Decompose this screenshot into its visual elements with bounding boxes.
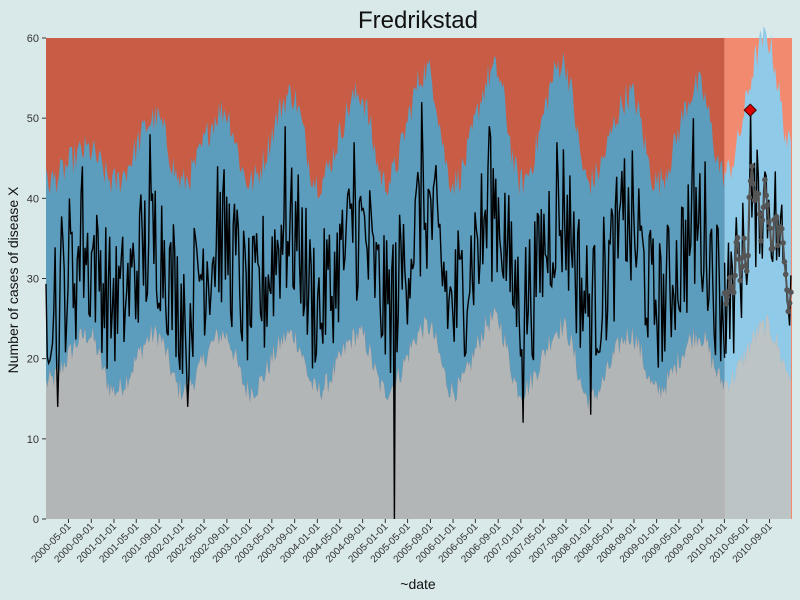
current-point <box>746 194 753 201</box>
current-point <box>723 300 729 307</box>
current-point <box>728 283 734 290</box>
current-point <box>780 240 786 246</box>
current-point <box>737 277 743 284</box>
current-point <box>724 294 730 300</box>
current-point <box>740 254 746 260</box>
current-point <box>767 225 773 232</box>
current-point <box>762 177 768 183</box>
normal-zone-base <box>46 307 725 519</box>
current-point <box>786 300 793 306</box>
current-point <box>745 252 751 259</box>
current-point <box>769 245 776 252</box>
y-axis: 0 10 20 30 40 50 60 <box>27 33 46 526</box>
y-tick-label: 10 <box>27 434 39 446</box>
x-axis-label: ~date <box>400 576 436 592</box>
current-point <box>749 163 755 170</box>
current-point <box>764 202 771 208</box>
normal-zone-current-base <box>724 314 791 519</box>
current-point <box>733 239 740 246</box>
current-point <box>763 192 769 199</box>
current-point <box>775 242 781 249</box>
current-point <box>730 289 737 296</box>
y-tick-label: 0 <box>33 514 39 526</box>
chart-title: Fredrikstad <box>358 7 478 34</box>
current-point <box>779 225 785 232</box>
current-point <box>741 235 747 242</box>
alert-marker <box>743 103 757 117</box>
current-point <box>758 238 764 244</box>
current-point <box>750 181 756 187</box>
y-axis-label: Number of cases of disease X <box>5 186 21 373</box>
y-tick-label: 30 <box>27 274 39 286</box>
current-point <box>766 219 772 225</box>
current-point <box>754 195 760 202</box>
current-point <box>756 211 763 217</box>
normal-zone <box>46 51 725 410</box>
y-tick-label: 50 <box>27 113 39 125</box>
y-tick-label: 40 <box>27 193 39 205</box>
y-tick-label: 20 <box>27 354 39 366</box>
y-tick-label: 60 <box>27 33 39 45</box>
plot-area <box>45 26 794 520</box>
current-point <box>759 217 766 223</box>
current-point <box>755 191 762 197</box>
current-point <box>788 289 794 296</box>
current-point <box>782 271 789 278</box>
current-point <box>781 259 788 265</box>
observed-series-line <box>45 102 726 520</box>
current-point <box>732 272 738 279</box>
current-point <box>785 308 792 315</box>
current-point <box>734 234 741 241</box>
current-point <box>742 262 749 269</box>
current-point <box>773 214 780 220</box>
current-point <box>743 268 750 274</box>
x-axis: 2000-05-012000-09-012001-01-012001-05-01… <box>30 519 775 565</box>
current-point <box>727 274 733 281</box>
